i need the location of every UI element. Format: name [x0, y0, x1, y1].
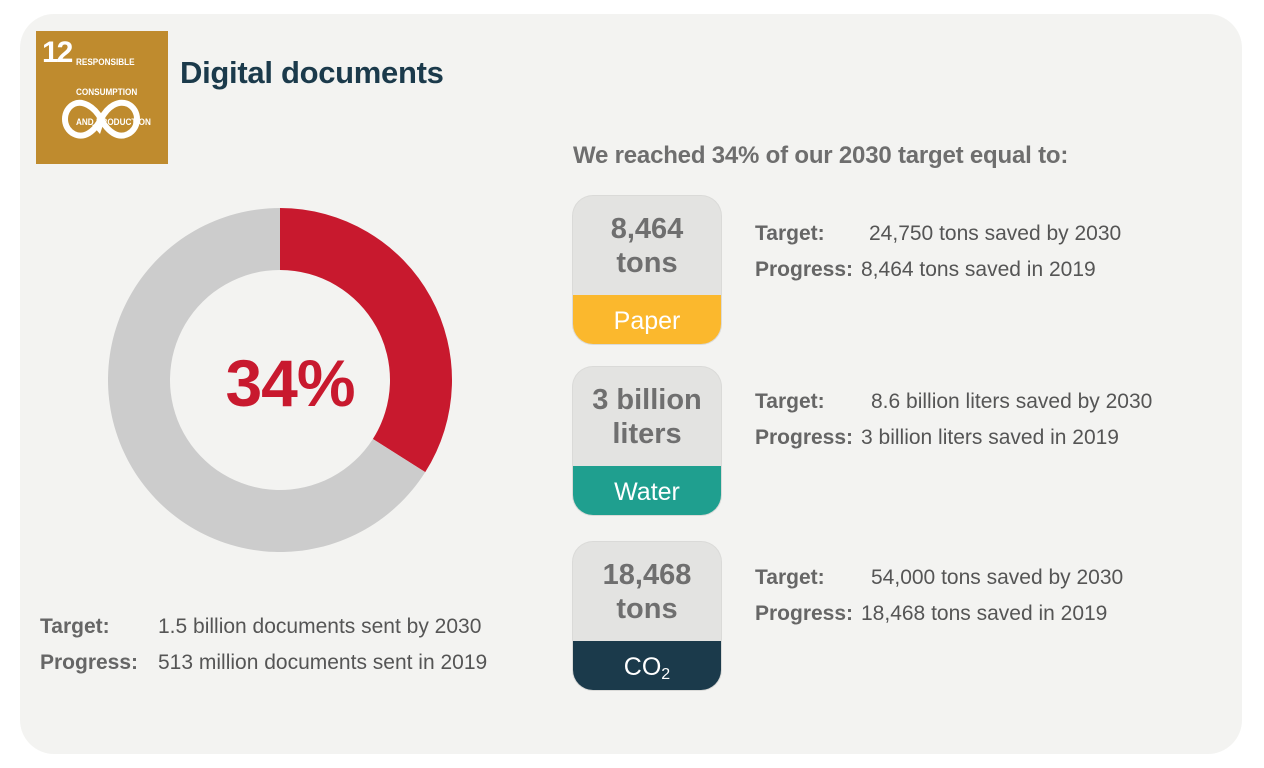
sdg-goal-text: RESPONSIBLE CONSUMPTION AND PRODUCTION — [76, 40, 153, 145]
paper-category-label: Paper — [613, 307, 681, 335]
donut-center-label: 34% — [225, 346, 355, 420]
paper-value: 8,464 tons — [610, 213, 684, 279]
progress-label: Progress: — [755, 602, 854, 625]
donut-slice-progress — [280, 208, 452, 473]
progress-value: 18,468 tons saved in 2019 — [861, 602, 1108, 625]
water-category: Water — [573, 466, 721, 515]
donut-chart — [107, 208, 452, 552]
co2-category: CO2 — [573, 641, 721, 690]
target-value: 24,750 tons saved by 2030 — [869, 222, 1122, 245]
donut-slice-remaining — [107, 208, 426, 552]
paper-tile: 8,464 tons Paper — [573, 196, 721, 344]
sdg-goal-line: CONSUMPTION — [76, 87, 138, 98]
sdg-goal-line: AND PRODUCTION — [76, 117, 151, 128]
target-label: Target: — [755, 390, 825, 413]
water-tile: 3 billion liters Water — [573, 367, 721, 515]
paper-category: Paper — [573, 295, 721, 344]
water-category-label: Water — [614, 478, 680, 506]
co2-subscript: 2 — [661, 666, 671, 683]
infinity-arrow-icon — [62, 99, 140, 139]
co2-category-label: CO — [623, 653, 662, 681]
progress-label: Progress: — [755, 426, 854, 449]
target-value: 8.6 billion liters saved by 2030 — [871, 390, 1153, 413]
target-value: 1.5 billion documents sent by 2030 — [158, 615, 482, 638]
water-value: 3 billion liters — [592, 384, 702, 450]
sdg-12-badge: 12 RESPONSIBLE CONSUMPTION AND PRODUCTIO… — [36, 31, 168, 164]
co2-tile: 18,468 tons CO2 — [573, 542, 721, 690]
sdg-number: 12 — [42, 36, 73, 69]
target-label: Target: — [755, 566, 825, 589]
target-value: 54,000 tons saved by 2030 — [871, 566, 1124, 589]
target-label: Target: — [755, 222, 825, 245]
progress-label: Progress: — [40, 651, 139, 674]
page-title: Digital documents — [180, 55, 444, 90]
progress-label: Progress: — [755, 258, 854, 281]
co2-value: 18,468 tons — [602, 559, 692, 625]
progress-value: 513 million documents sent in 2019 — [158, 651, 488, 674]
sdg-goal-line: RESPONSIBLE — [76, 57, 135, 68]
progress-value: 3 billion liters saved in 2019 — [861, 426, 1119, 449]
savings-subtitle: We reached 34% of our 2030 target equal … — [573, 142, 1069, 169]
progress-value: 8,464 tons saved in 2019 — [861, 258, 1096, 281]
target-label: Target: — [40, 615, 110, 638]
